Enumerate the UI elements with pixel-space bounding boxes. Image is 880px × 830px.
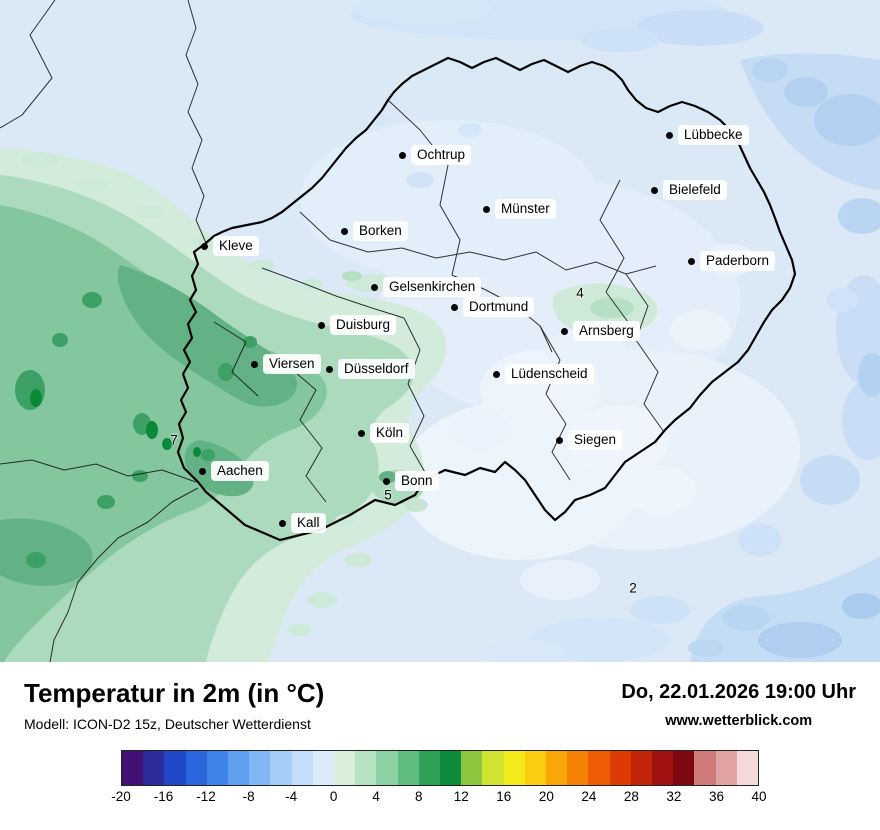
map-graphic [0, 0, 880, 662]
legend-tick: 8 [414, 789, 423, 804]
legend-tick: 32 [666, 789, 682, 804]
legend-color-segment [503, 751, 525, 785]
legend-color-segment [588, 751, 610, 785]
legend-color-segment [228, 751, 250, 785]
legend-tick: -4 [285, 789, 298, 804]
legend-tick: 28 [623, 789, 639, 804]
legend-tick-labels: -20 -16 -12 -8 -4 0 4 8 12 16 20 24 28 32 36 40 [111, 789, 766, 807]
legend-color-segment [673, 751, 695, 785]
legend-tick: -20 [111, 789, 131, 804]
legend-tick: 12 [453, 789, 469, 804]
legend-color-segment [312, 751, 335, 785]
legend-color-segment [715, 751, 737, 785]
legend-color-segment [524, 751, 547, 785]
legend-tick: 24 [581, 789, 597, 804]
temperature-legend: -20 -16 -12 -8 -4 0 4 8 12 16 20 24 28 32 36 40 [111, 750, 767, 807]
legend-color-segment [546, 751, 568, 785]
legend-tick: 4 [372, 789, 380, 804]
info-bar: Temperatur in 2m (in °C) Modell: ICON-D2… [0, 662, 880, 732]
page-title: Temperatur in 2m (in °C) [24, 678, 325, 708]
legend-color-segment [334, 751, 356, 785]
legend-color-segment [185, 751, 207, 785]
datetime-label: Do, 22.01.2026 19:00 Uhr [621, 681, 856, 703]
legend-tick: 20 [538, 789, 554, 804]
legend-tick: 40 [751, 789, 767, 804]
legend-color-segment [652, 751, 674, 785]
legend-color-segment [461, 751, 483, 785]
legend-color-bar [121, 750, 759, 786]
legend-color-segment [270, 751, 292, 785]
legend-color-segment [376, 751, 398, 785]
legend-tick: -8 [242, 789, 255, 804]
legend-color-segment [122, 751, 144, 785]
legend-color-segment [418, 751, 441, 785]
info-left: Temperatur in 2m (in °C) Modell: ICON-D2… [24, 678, 324, 732]
model-info: Modell: ICON-D2 15z, Deutscher Wetterdie… [24, 716, 311, 732]
legend-color-segment [143, 751, 165, 785]
legend-color-segment [609, 751, 631, 785]
district-borders [0, 0, 665, 662]
legend-color-segment [567, 751, 589, 785]
legend-color-segment [249, 751, 271, 785]
legend-color-segment [630, 751, 653, 785]
legend-tick: 36 [708, 789, 724, 804]
legend-color-segment [291, 751, 313, 785]
legend-tick: -12 [196, 789, 216, 804]
legend-color-segment [397, 751, 419, 785]
legend-color-segment [440, 751, 462, 785]
legend-color-segment [694, 751, 716, 785]
legend-color-segment [206, 751, 229, 785]
legend-tick: -16 [153, 789, 174, 804]
weather-map: Ochtrup Lübbecke Bielefeld Münster Borken Kle… [0, 0, 880, 662]
legend-tick: 16 [496, 789, 512, 804]
temperature-fill-layer [0, 10, 880, 662]
legend-color-segment [164, 751, 186, 785]
legend-color-segment [355, 751, 377, 785]
info-right: Do, 22.01.2026 19:00 Uhr www.wetterblick… [621, 678, 856, 729]
legend-color-segment [482, 751, 504, 785]
legend-tick: 0 [329, 789, 338, 804]
website-label: www.wetterblick.com [665, 713, 813, 729]
legend-color-segment [736, 751, 759, 785]
